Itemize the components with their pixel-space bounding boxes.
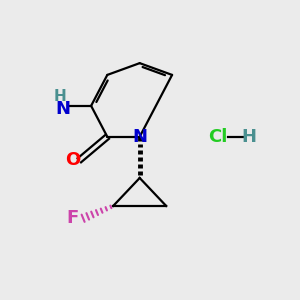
Text: N: N (133, 128, 148, 146)
Text: O: O (65, 151, 80, 169)
Text: H: H (53, 89, 66, 104)
Text: H: H (241, 128, 256, 146)
Text: Cl: Cl (208, 128, 227, 146)
Text: F: F (66, 209, 79, 227)
Text: N: N (55, 100, 70, 118)
